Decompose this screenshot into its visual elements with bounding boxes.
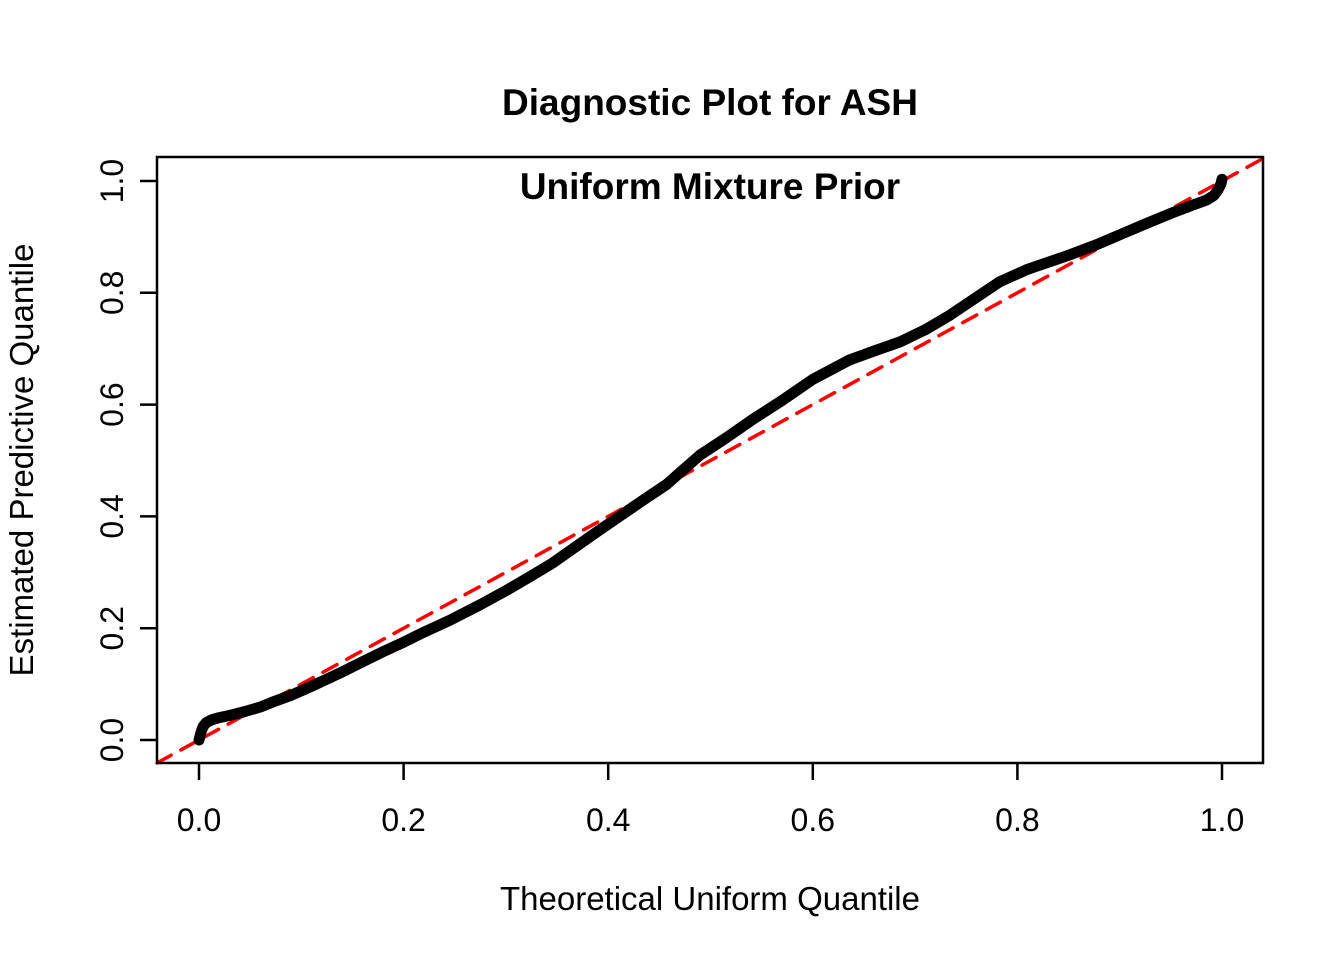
estimated-predictive-quantile-curve bbox=[193, 173, 1228, 746]
y-axis-tick-label: 0.4 bbox=[94, 494, 130, 538]
x-axis-tick-label: 0.0 bbox=[177, 802, 221, 838]
y-axis-tick-label: 0.2 bbox=[94, 606, 130, 650]
x-axis-tick-label: 0.2 bbox=[381, 802, 425, 838]
y-axis-tick-label: 0.6 bbox=[94, 382, 130, 426]
x-axis-title: Theoretical Uniform Quantile bbox=[499, 880, 920, 917]
y-axis-tick-label: 0.0 bbox=[94, 718, 130, 762]
y-axis-tick-label: 1.0 bbox=[94, 159, 130, 203]
y-axis-title-text: Estimated Predictive Quantile bbox=[3, 243, 40, 677]
x-axis-tick-label: 0.4 bbox=[586, 802, 630, 838]
chart-title: Diagnostic Plot for ASH Uniform Mixture … bbox=[157, 40, 1263, 250]
plot-box bbox=[155, 155, 1265, 765]
chart-title-line-1: Diagnostic Plot for ASH bbox=[502, 82, 918, 123]
x-axis-tick-label: 0.6 bbox=[791, 802, 835, 838]
chart-title-line-2: Uniform Mixture Prior bbox=[519, 166, 901, 207]
x-axis-tick-label: 1.0 bbox=[1200, 802, 1244, 838]
x-axis-tick-label: 0.8 bbox=[995, 802, 1039, 838]
reference-diagonal-y-equals-x bbox=[155, 156, 1265, 765]
y-axis-tick-label: 0.8 bbox=[94, 271, 130, 315]
